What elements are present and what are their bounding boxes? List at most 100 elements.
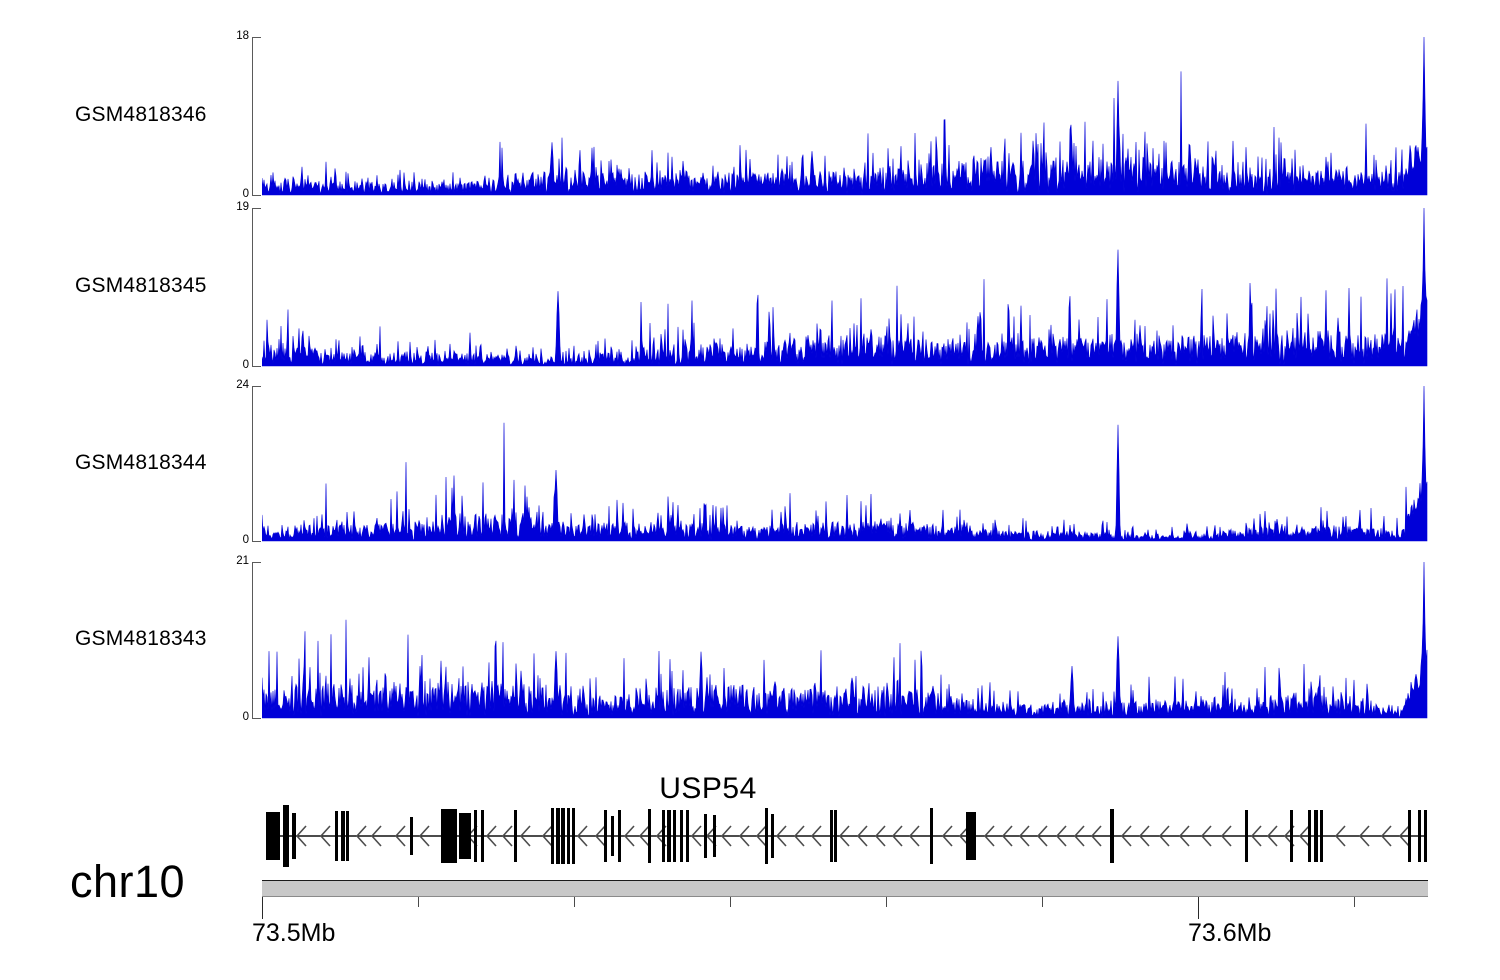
gene-exon[interactable] bbox=[1408, 810, 1411, 862]
coverage-plot-GSM4818346[interactable] bbox=[262, 37, 1428, 197]
ruler-minor-tick bbox=[886, 897, 888, 907]
coverage-plot-GSM4818345[interactable] bbox=[262, 208, 1428, 368]
strand-arrow-icon bbox=[838, 825, 850, 847]
ruler-minor-tick bbox=[1042, 897, 1044, 907]
gene-exon[interactable] bbox=[1290, 810, 1293, 862]
gene-exon[interactable] bbox=[474, 810, 477, 862]
strand-arrow-icon bbox=[983, 825, 995, 847]
gene-exon[interactable] bbox=[292, 813, 296, 859]
gene-exon[interactable] bbox=[1308, 810, 1311, 862]
strand-arrow-icon bbox=[1036, 825, 1048, 847]
ruler-position-label: 73.6Mb bbox=[1188, 919, 1272, 947]
gene-exon[interactable] bbox=[667, 810, 671, 862]
gene-exon[interactable] bbox=[1245, 810, 1248, 862]
gene-exon[interactable] bbox=[1418, 810, 1421, 862]
ruler-major-tick bbox=[262, 897, 264, 919]
strand-arrow-icon bbox=[1398, 825, 1410, 847]
strand-arrow-icon bbox=[1090, 825, 1102, 847]
strand-arrow-icon bbox=[1073, 825, 1085, 847]
y-axis-bracket-GSM4818344 bbox=[252, 386, 261, 542]
gene-exon[interactable] bbox=[618, 810, 621, 862]
strand-arrow-icon bbox=[319, 825, 331, 847]
track-label-GSM4818344: GSM4818344 bbox=[75, 450, 207, 474]
strand-arrow-icon bbox=[541, 825, 553, 847]
gene-exon[interactable] bbox=[341, 811, 345, 861]
coverage-area-GSM4818345 bbox=[262, 208, 1428, 367]
strand-arrow-icon bbox=[738, 825, 750, 847]
gene-exon[interactable] bbox=[556, 808, 560, 864]
strand-arrow-icon bbox=[891, 825, 903, 847]
strand-arrow-icon bbox=[418, 825, 430, 847]
coverage-plot-GSM4818343[interactable] bbox=[262, 562, 1428, 720]
ruler-minor-tick bbox=[418, 897, 420, 907]
strand-arrow-icon bbox=[394, 825, 406, 847]
genome-ruler-bar[interactable] bbox=[262, 880, 1428, 897]
strand-arrow-icon bbox=[1120, 825, 1132, 847]
gene-model-svg bbox=[266, 805, 1427, 867]
ruler-minor-tick bbox=[730, 897, 732, 907]
gene-exon[interactable] bbox=[662, 810, 665, 862]
gene-exon[interactable] bbox=[283, 805, 289, 867]
gene-exon[interactable] bbox=[830, 810, 833, 862]
gene-exon[interactable] bbox=[966, 812, 976, 860]
gene-exon[interactable] bbox=[1320, 810, 1323, 862]
axis-min-GSM4818344: 0 bbox=[242, 534, 249, 546]
gene-exon[interactable] bbox=[680, 810, 683, 862]
strand-arrow-icon bbox=[1178, 825, 1190, 847]
gene-exon[interactable] bbox=[704, 814, 707, 858]
gene-exon[interactable] bbox=[514, 810, 517, 862]
strand-arrow-icon bbox=[623, 825, 635, 847]
strand-arrow-icon bbox=[755, 825, 767, 847]
y-axis-bracket-GSM4818345 bbox=[252, 208, 261, 367]
strand-arrow-icon bbox=[810, 825, 822, 847]
gene-exon[interactable] bbox=[335, 811, 338, 861]
coverage-area-GSM4818344 bbox=[262, 386, 1428, 542]
axis-min-GSM4818345: 0 bbox=[242, 359, 249, 371]
strand-arrow-icon bbox=[576, 825, 588, 847]
strand-arrow-icon bbox=[690, 825, 702, 847]
gene-exon[interactable] bbox=[551, 808, 554, 864]
gene-exon[interactable] bbox=[572, 808, 575, 864]
gene-exon[interactable] bbox=[346, 811, 349, 861]
y-axis-bracket-GSM4818343 bbox=[252, 562, 261, 719]
ruler-major-tick bbox=[1198, 897, 1200, 919]
strand-arrow-icon bbox=[594, 825, 606, 847]
gene-exon[interactable] bbox=[410, 817, 413, 855]
gene-exon[interactable] bbox=[481, 810, 484, 862]
gene-exon[interactable] bbox=[673, 810, 676, 862]
strand-arrow-icon bbox=[1220, 825, 1232, 847]
strand-arrow-icon bbox=[295, 825, 307, 847]
strand-arrow-icon bbox=[370, 825, 382, 847]
axis-min-GSM4818346: 0 bbox=[242, 188, 249, 200]
strand-arrow-icon bbox=[1358, 825, 1370, 847]
strand-arrow-icon bbox=[874, 825, 886, 847]
gene-exon[interactable] bbox=[604, 810, 607, 862]
gene-exon[interactable] bbox=[648, 809, 651, 863]
gene-exon[interactable] bbox=[567, 808, 570, 864]
gene-exon[interactable] bbox=[459, 813, 471, 859]
gene-exon[interactable] bbox=[765, 808, 768, 864]
strand-arrow-icon bbox=[485, 825, 497, 847]
gene-model-panel[interactable]: USP54 bbox=[0, 760, 1500, 890]
strand-arrow-icon bbox=[720, 825, 732, 847]
chromosome-label: chr10 bbox=[70, 856, 186, 907]
gene-exon[interactable] bbox=[1424, 810, 1427, 862]
gene-exon[interactable] bbox=[611, 816, 614, 856]
gene-exon[interactable] bbox=[930, 808, 933, 864]
axis-min-GSM4818343: 0 bbox=[242, 711, 249, 723]
strand-arrow-icon bbox=[1334, 825, 1346, 847]
gene-exon[interactable] bbox=[266, 812, 280, 860]
gene-exon[interactable] bbox=[561, 808, 565, 864]
gene-exon[interactable] bbox=[771, 814, 774, 858]
strand-arrow-icon bbox=[501, 825, 513, 847]
coverage-plot-GSM4818344[interactable] bbox=[262, 386, 1428, 543]
strand-arrow-icon bbox=[355, 825, 367, 847]
gene-exon[interactable] bbox=[713, 815, 716, 857]
gene-exon[interactable] bbox=[441, 809, 457, 863]
strand-arrow-icon bbox=[793, 825, 805, 847]
gene-exon[interactable] bbox=[1110, 809, 1114, 863]
gene-exon[interactable] bbox=[686, 810, 689, 862]
strand-arrow-icon bbox=[638, 825, 650, 847]
gene-exon[interactable] bbox=[1314, 810, 1318, 862]
gene-exon[interactable] bbox=[834, 810, 837, 862]
